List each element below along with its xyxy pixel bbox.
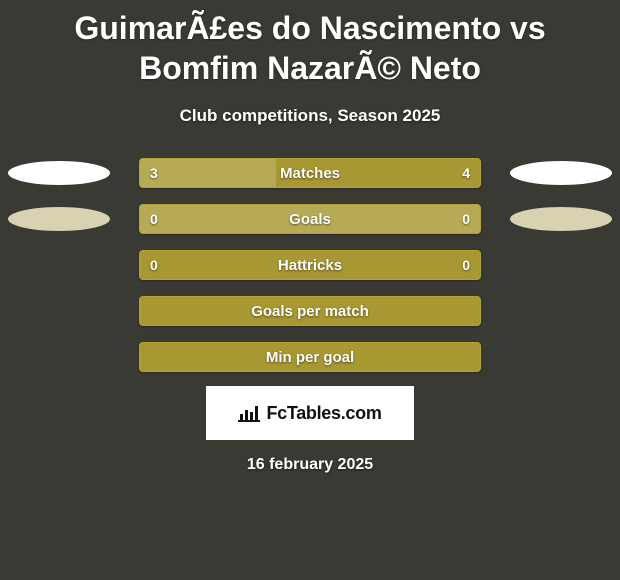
stat-bar: Min per goal xyxy=(139,342,481,372)
stats-rows: 3 4 Matches 0 0 Goals 0 0 Hattricks Goals per mat… xyxy=(0,158,620,372)
stat-label: Matches xyxy=(280,165,340,182)
stat-bar: 0 0 Goals xyxy=(139,204,481,234)
value-right: 0 xyxy=(462,257,470,273)
stat-bar: Goals per match xyxy=(139,296,481,326)
page-title: GuimarÃ£es do Nascimento vs Bomfim Nazar… xyxy=(0,0,620,88)
stat-row: Min per goal xyxy=(0,342,620,372)
value-left: 0 xyxy=(150,211,158,227)
pill-left xyxy=(8,207,110,231)
subtitle: Club competitions, Season 2025 xyxy=(0,106,620,126)
stat-row: 0 0 Goals xyxy=(0,204,620,234)
stat-label: Goals xyxy=(289,211,331,228)
value-left: 0 xyxy=(150,257,158,273)
date-label: 16 february 2025 xyxy=(0,456,620,474)
stat-bar: 0 0 Hattricks xyxy=(139,250,481,280)
bars-icon xyxy=(238,404,260,422)
value-right: 0 xyxy=(462,211,470,227)
stat-row: 3 4 Matches xyxy=(0,158,620,188)
brand-text: FcTables.com xyxy=(266,403,381,424)
pill-right xyxy=(510,161,612,185)
bar-fill-left xyxy=(140,159,276,187)
stat-row: Goals per match xyxy=(0,296,620,326)
pill-right xyxy=(510,207,612,231)
pill-left xyxy=(8,161,110,185)
value-left: 3 xyxy=(150,165,158,181)
stat-row: 0 0 Hattricks xyxy=(0,250,620,280)
stat-bar: 3 4 Matches xyxy=(139,158,481,188)
stat-label: Goals per match xyxy=(251,303,369,320)
value-right: 4 xyxy=(462,165,470,181)
stat-label: Hattricks xyxy=(278,257,342,274)
brand-box[interactable]: FcTables.com xyxy=(206,386,414,440)
stat-label: Min per goal xyxy=(266,349,354,366)
